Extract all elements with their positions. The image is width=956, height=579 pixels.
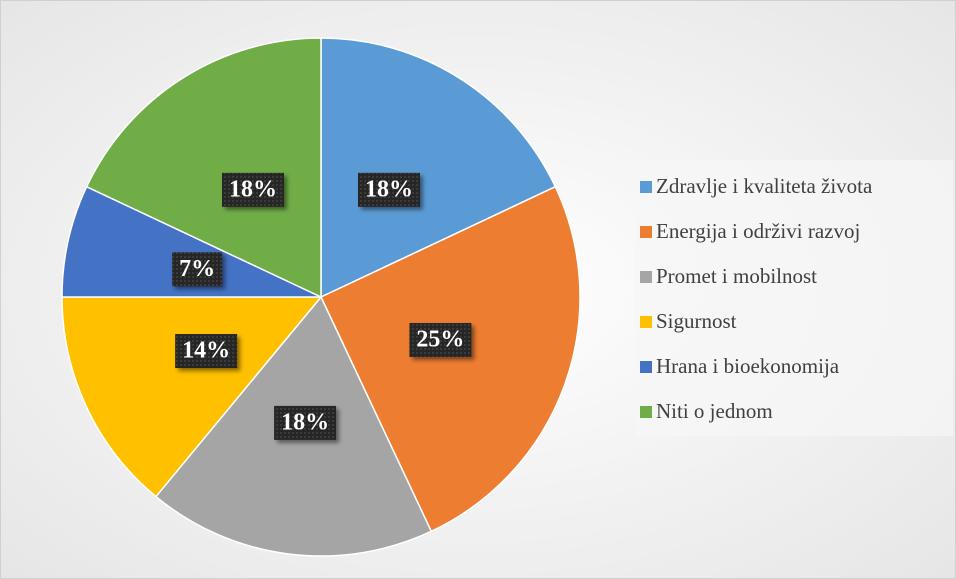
legend-label: Energija i održivi razvoj [656,219,860,243]
pie-slice [85,37,322,299]
data-label: 25% [416,326,464,352]
pie-slice [61,296,323,498]
data-label: 18% [229,176,277,202]
pie-slice [320,37,557,299]
legend-label: Niti o jednom [656,399,773,423]
data-label-box [221,172,284,207]
legend-marker [640,271,652,283]
data-label: 7% [179,256,215,282]
data-label-box [358,172,421,207]
legend-label: Sigurnost [656,309,737,333]
legend-marker [640,226,652,238]
data-label: 18% [281,409,329,435]
legend-marker [640,406,652,418]
pie-slice [320,185,581,533]
data-label: 14% [182,338,230,364]
legend-marker [640,361,652,373]
legend-marker [640,181,652,193]
data-label: 18% [365,176,413,202]
pie-slice [61,185,322,298]
legend-box [635,160,953,436]
legend-marker [640,316,652,328]
data-label-box [175,334,238,369]
data-label-box [172,252,223,287]
data-label-box [409,322,472,357]
legend-label: Promet i mobilnost [656,264,817,288]
legend-label: Hrana i bioekonomija [656,354,840,378]
legend-label: Zdravlje i kvaliteta života [656,174,873,198]
data-label-box [274,405,337,440]
